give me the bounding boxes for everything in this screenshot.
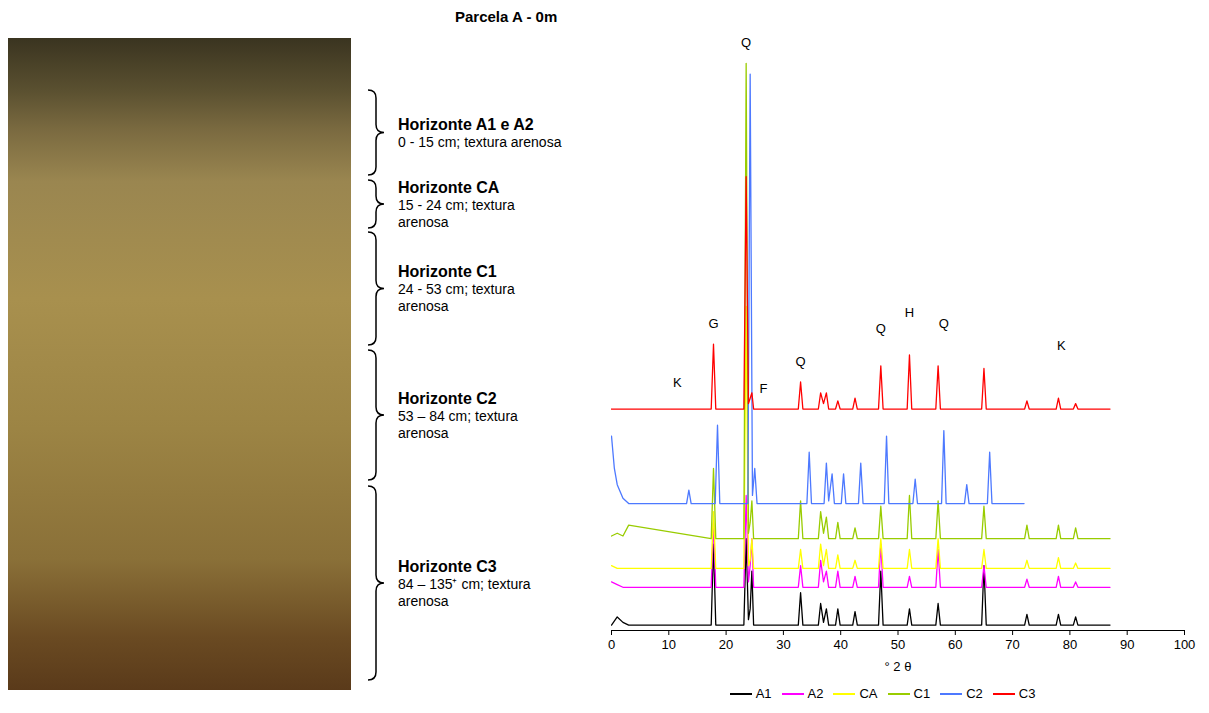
svg-text:100: 100 bbox=[1174, 637, 1196, 652]
html-text:0 - 15 cm; textura arenosa: 0 - 15 cm; textura arenosa bbox=[398, 133, 562, 150]
html-text:C2: C2 bbox=[966, 686, 983, 701]
svg-text:K: K bbox=[1057, 338, 1066, 353]
html-text:24 - 53 cm; textura arenosa: 24 - 53 cm; textura arenosa bbox=[398, 281, 515, 314]
svg-text:60: 60 bbox=[948, 637, 962, 652]
svg-text:90: 90 bbox=[1120, 637, 1134, 652]
html-text:15 - 24 cm; textura arenosa: 15 - 24 cm; textura arenosa bbox=[398, 196, 515, 230]
html-text:Horizonte C3: Horizonte C3 bbox=[398, 557, 497, 575]
html-text:A1: A1 bbox=[755, 686, 772, 701]
html-text:Horizonte A1 e A2: Horizonte A1 e A2 bbox=[398, 115, 534, 133]
svg-text:0: 0 bbox=[608, 637, 615, 652]
svg-text:Q: Q bbox=[939, 316, 949, 331]
html-text:84 – 135⁺ cm; textura arenosa: 84 – 135⁺ cm; textura arenosa bbox=[398, 575, 531, 609]
html-text:Parcela A - 0m: Parcela A - 0m bbox=[455, 8, 558, 25]
html-text:A2: A2 bbox=[807, 686, 824, 701]
svg-text:Q: Q bbox=[876, 321, 886, 336]
svg-text:K: K bbox=[673, 375, 682, 390]
html-text:Horizonte CA: Horizonte CA bbox=[398, 178, 500, 196]
html-text:Horizonte C1: Horizonte C1 bbox=[398, 263, 497, 280]
svg-text:Q: Q bbox=[796, 354, 806, 369]
svg-text:20: 20 bbox=[719, 637, 733, 652]
svg-text:H: H bbox=[905, 305, 914, 320]
svg-text:80: 80 bbox=[1063, 637, 1077, 652]
svg-text:G: G bbox=[708, 316, 718, 331]
svg-text:40: 40 bbox=[833, 637, 847, 652]
html-text:C1: C1 bbox=[913, 686, 931, 701]
html-text:Horizonte C2: Horizonte C2 bbox=[398, 389, 497, 407]
svg-text:Q: Q bbox=[741, 35, 751, 50]
svg-text:10: 10 bbox=[662, 637, 676, 652]
html-text:C3: C3 bbox=[1018, 686, 1036, 701]
svg-text:70: 70 bbox=[1005, 637, 1019, 652]
svg-text:30: 30 bbox=[776, 637, 790, 652]
svg-text:F: F bbox=[759, 381, 767, 396]
svg-text:50: 50 bbox=[891, 637, 905, 652]
html-text:CA: CA bbox=[859, 686, 878, 701]
svg-text:° 2 θ: ° 2 θ bbox=[885, 659, 912, 674]
html-text:53 – 84 cm; textura arenosa: 53 – 84 cm; textura arenosa bbox=[398, 407, 518, 441]
